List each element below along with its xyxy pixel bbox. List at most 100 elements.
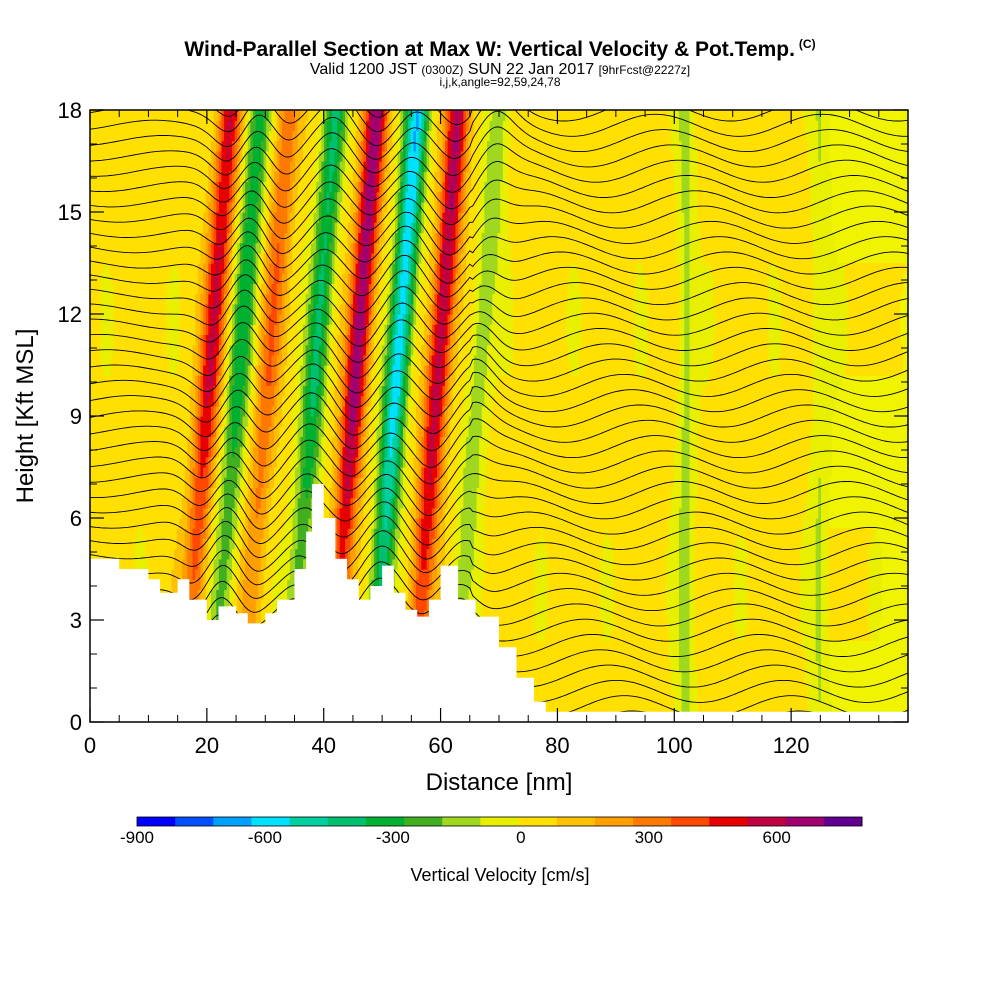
velocity-cell (195, 487, 207, 499)
velocity-cell (413, 303, 417, 315)
velocity-cell (447, 181, 451, 193)
velocity-cell (442, 222, 446, 233)
velocity-cell (460, 548, 475, 560)
velocity-cell (200, 405, 204, 417)
velocity-cell (405, 354, 409, 366)
velocity-cell (820, 640, 830, 652)
velocity-cell (452, 354, 459, 366)
velocity-cell (392, 120, 399, 131)
velocity-cell (234, 252, 238, 264)
velocity-cell (300, 263, 309, 274)
velocity-cell (281, 334, 288, 346)
velocity-cell (813, 416, 833, 427)
velocity-cell (208, 171, 215, 182)
isentrope-line (90, 454, 908, 501)
velocity-cell (400, 487, 404, 499)
velocity-cell (258, 589, 265, 601)
velocity-cell (439, 303, 449, 315)
velocity-cell (678, 283, 685, 295)
velocity-cell (379, 161, 383, 172)
velocity-cell (471, 150, 480, 162)
velocity-cell (689, 140, 698, 152)
velocity-cell (384, 375, 388, 386)
velocity-cell (376, 222, 380, 233)
velocity-cell (247, 161, 251, 172)
velocity-cell (355, 293, 359, 305)
velocity-cell (250, 405, 254, 417)
velocity-cell (250, 395, 257, 407)
velocity-cell (416, 558, 420, 570)
velocity-cell (426, 589, 430, 601)
velocity-cell (413, 344, 417, 356)
velocity-cell (400, 436, 404, 448)
velocity-cell (208, 436, 212, 448)
velocity-cell (634, 314, 649, 325)
velocity-cell (289, 212, 296, 223)
velocity-cell (694, 589, 735, 601)
velocity-cell (416, 283, 420, 295)
velocity-cell (431, 161, 438, 172)
velocity-cell (231, 395, 244, 407)
velocity-cell (402, 467, 409, 478)
velocity-cell (810, 171, 833, 182)
velocity-cell (402, 446, 407, 458)
velocity-cell (387, 405, 391, 417)
velocity-cell (208, 222, 212, 233)
velocity-cell (502, 120, 512, 131)
velocity-cell (429, 140, 433, 152)
velocity-cell (689, 538, 696, 550)
velocity-cell (416, 518, 420, 529)
colorbar-swatch (747, 817, 787, 826)
velocity-cell (818, 497, 822, 509)
velocity-cell (384, 507, 391, 519)
velocity-cell (697, 150, 809, 162)
velocity-cell (397, 558, 404, 570)
velocity-cell (239, 150, 244, 162)
velocity-cell (268, 263, 275, 274)
velocity-cell (818, 691, 822, 703)
velocity-cell (418, 130, 422, 142)
velocity-cell (310, 324, 317, 335)
velocity-cell (324, 334, 328, 346)
velocity-cell (210, 140, 217, 152)
velocity-cell (426, 416, 430, 427)
velocity-cell (289, 222, 296, 233)
velocity-cell (381, 212, 386, 223)
velocity-cell (389, 232, 393, 244)
velocity-cell (313, 212, 320, 223)
velocity-cell (389, 110, 393, 121)
velocity-cell (397, 395, 401, 407)
velocity-cell (460, 232, 464, 244)
velocity-cell (224, 385, 228, 397)
velocity-cell (689, 273, 714, 284)
velocity-cell (200, 579, 204, 590)
velocity-cell (439, 436, 443, 448)
velocity-cell (413, 365, 422, 376)
velocity-cell (468, 191, 480, 203)
velocity-cell (394, 487, 399, 499)
velocity-cell (689, 242, 701, 254)
velocity-cell (295, 354, 304, 366)
velocity-cell (316, 385, 322, 397)
velocity-cell (337, 273, 344, 284)
velocity-cell (305, 314, 309, 325)
velocity-cell (355, 405, 359, 417)
velocity-cell (242, 130, 246, 142)
velocity-cell (237, 252, 241, 264)
velocity-cell (366, 426, 370, 437)
velocity-cell (350, 518, 354, 529)
velocity-cell (234, 579, 238, 590)
velocity-cell (431, 150, 438, 162)
velocity-cell (389, 293, 393, 305)
velocity-cell (337, 507, 341, 519)
velocity-cell (226, 212, 230, 223)
velocity-cell (226, 293, 230, 305)
velocity-cell (253, 385, 257, 397)
velocity-cell (218, 579, 228, 590)
velocity-cell (844, 273, 904, 284)
velocity-cell (205, 497, 209, 509)
velocity-cell (363, 385, 367, 397)
velocity-cell (287, 252, 294, 264)
velocity-cell (418, 395, 422, 407)
velocity-cell (418, 446, 422, 458)
